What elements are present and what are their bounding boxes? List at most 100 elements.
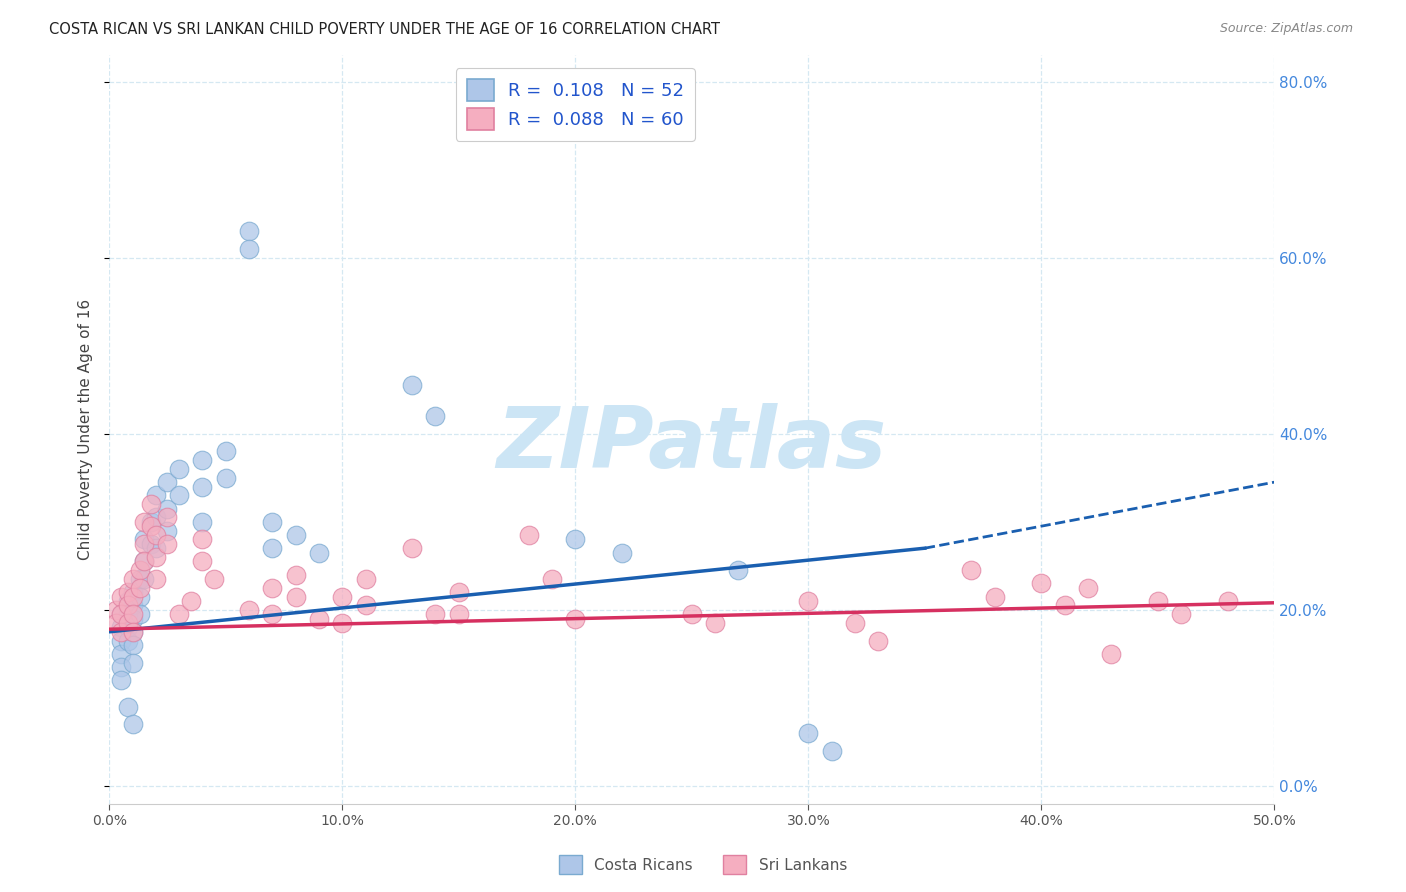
Point [156, 537, 179, 551]
Point [330, 590, 353, 604]
Point [128, 581, 150, 595]
Point [117, 633, 139, 648]
Point [134, 515, 156, 529]
Point [447, 585, 470, 599]
Point [238, 242, 260, 256]
Point [141, 515, 163, 529]
Point [145, 541, 167, 556]
Point [121, 717, 143, 731]
Point [110, 633, 132, 648]
Point [110, 647, 132, 661]
Point [121, 612, 143, 626]
Point [284, 590, 307, 604]
Point [541, 572, 564, 586]
Point [1031, 576, 1053, 591]
Point [117, 585, 139, 599]
Point [820, 744, 842, 758]
Point [180, 594, 202, 608]
Text: Source: ZipAtlas.com: Source: ZipAtlas.com [1219, 22, 1353, 36]
Point [117, 607, 139, 622]
Point [215, 471, 238, 485]
Point [1077, 581, 1099, 595]
Point [564, 612, 586, 626]
Y-axis label: Child Poverty Under the Age of 16: Child Poverty Under the Age of 16 [79, 299, 93, 560]
Point [121, 585, 143, 599]
Point [134, 554, 156, 568]
Point [145, 528, 167, 542]
Point [117, 615, 139, 630]
Point [1099, 647, 1122, 661]
Point [797, 726, 820, 740]
Point [128, 607, 150, 622]
Point [156, 501, 179, 516]
Point [284, 567, 307, 582]
Point [1053, 599, 1076, 613]
Point [610, 546, 633, 560]
Point [121, 572, 143, 586]
Point [308, 546, 330, 560]
Point [110, 620, 132, 634]
Point [128, 590, 150, 604]
Point [191, 479, 214, 493]
Point [128, 563, 150, 577]
Point [156, 524, 179, 538]
Point [844, 615, 866, 630]
Point [868, 633, 890, 648]
Point [238, 603, 260, 617]
Legend: R =  0.108   N = 52, R =  0.088   N = 60: R = 0.108 N = 52, R = 0.088 N = 60 [456, 68, 695, 141]
Point [110, 660, 132, 674]
Point [425, 607, 447, 622]
Point [238, 224, 260, 238]
Point [1216, 594, 1239, 608]
Point [141, 537, 163, 551]
Point [284, 528, 307, 542]
Text: ZIPatlas: ZIPatlas [496, 403, 887, 486]
Point [262, 581, 284, 595]
Point [564, 533, 586, 547]
Point [134, 537, 156, 551]
Point [110, 673, 132, 688]
Point [517, 528, 540, 542]
Point [128, 572, 150, 586]
Point [191, 554, 214, 568]
Point [1147, 594, 1170, 608]
Point [354, 572, 377, 586]
Point [447, 607, 470, 622]
Legend: Costa Ricans, Sri Lankans: Costa Ricans, Sri Lankans [553, 849, 853, 880]
Point [121, 624, 143, 639]
Point [110, 607, 132, 622]
Point [110, 624, 132, 639]
Point [121, 590, 143, 604]
Point [401, 541, 423, 556]
Text: COSTA RICAN VS SRI LANKAN CHILD POVERTY UNDER THE AGE OF 16 CORRELATION CHART: COSTA RICAN VS SRI LANKAN CHILD POVERTY … [49, 22, 720, 37]
Point [117, 699, 139, 714]
Point [156, 475, 179, 490]
Point [215, 444, 238, 458]
Point [110, 607, 132, 622]
Point [425, 409, 447, 424]
Point [121, 624, 143, 639]
Point [983, 590, 1005, 604]
Point [681, 607, 703, 622]
Point [960, 563, 983, 577]
Point [145, 488, 167, 502]
Point [121, 638, 143, 652]
Point [191, 533, 214, 547]
Point [167, 488, 190, 502]
Point [727, 563, 749, 577]
Point [105, 615, 128, 630]
Point [704, 615, 727, 630]
Point [330, 615, 353, 630]
Point [134, 572, 156, 586]
Point [308, 612, 330, 626]
Point [202, 572, 225, 586]
Point [105, 603, 128, 617]
Point [262, 515, 284, 529]
Point [117, 599, 139, 613]
Point [401, 378, 423, 392]
Point [262, 607, 284, 622]
Point [167, 462, 190, 476]
Point [797, 594, 820, 608]
Point [121, 656, 143, 670]
Point [110, 590, 132, 604]
